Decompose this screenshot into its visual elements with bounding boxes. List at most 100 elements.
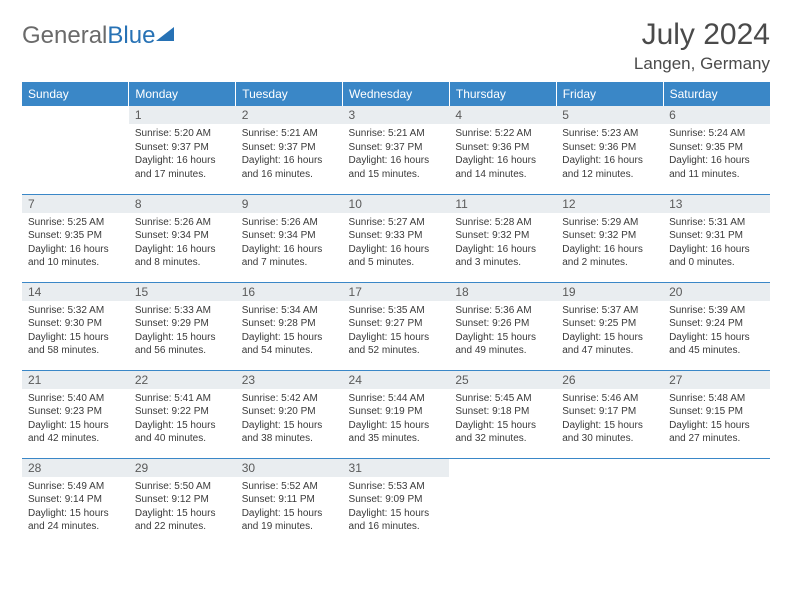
- calendar-cell: 24Sunrise: 5:44 AMSunset: 9:19 PMDayligh…: [343, 370, 450, 458]
- calendar-cell: 19Sunrise: 5:37 AMSunset: 9:25 PMDayligh…: [556, 282, 663, 370]
- calendar-cell: 9Sunrise: 5:26 AMSunset: 9:34 PMDaylight…: [236, 194, 343, 282]
- day-number: 21: [22, 371, 129, 389]
- day-details: Sunrise: 5:27 AMSunset: 9:33 PMDaylight:…: [343, 213, 450, 275]
- calendar-cell: 12Sunrise: 5:29 AMSunset: 9:32 PMDayligh…: [556, 194, 663, 282]
- calendar-cell: 10Sunrise: 5:27 AMSunset: 9:33 PMDayligh…: [343, 194, 450, 282]
- day-number: 2: [236, 106, 343, 124]
- calendar-cell: 4Sunrise: 5:22 AMSunset: 9:36 PMDaylight…: [449, 106, 556, 194]
- day-details: Sunrise: 5:46 AMSunset: 9:17 PMDaylight:…: [556, 389, 663, 451]
- day-details: Sunrise: 5:21 AMSunset: 9:37 PMDaylight:…: [343, 124, 450, 186]
- calendar-cell: 11Sunrise: 5:28 AMSunset: 9:32 PMDayligh…: [449, 194, 556, 282]
- day-number: 25: [449, 371, 556, 389]
- calendar-week-row: 1Sunrise: 5:20 AMSunset: 9:37 PMDaylight…: [22, 106, 770, 194]
- calendar-week-row: 28Sunrise: 5:49 AMSunset: 9:14 PMDayligh…: [22, 458, 770, 546]
- calendar-cell: 6Sunrise: 5:24 AMSunset: 9:35 PMDaylight…: [663, 106, 770, 194]
- day-details: Sunrise: 5:34 AMSunset: 9:28 PMDaylight:…: [236, 301, 343, 363]
- day-details: Sunrise: 5:37 AMSunset: 9:25 PMDaylight:…: [556, 301, 663, 363]
- day-number: 16: [236, 283, 343, 301]
- calendar-cell: 1Sunrise: 5:20 AMSunset: 9:37 PMDaylight…: [129, 106, 236, 194]
- calendar-week-row: 14Sunrise: 5:32 AMSunset: 9:30 PMDayligh…: [22, 282, 770, 370]
- day-details: Sunrise: 5:22 AMSunset: 9:36 PMDaylight:…: [449, 124, 556, 186]
- day-number: 7: [22, 195, 129, 213]
- calendar-cell: [449, 458, 556, 546]
- day-header: Monday: [129, 82, 236, 106]
- calendar-body: 1Sunrise: 5:20 AMSunset: 9:37 PMDaylight…: [22, 106, 770, 546]
- day-details: Sunrise: 5:28 AMSunset: 9:32 PMDaylight:…: [449, 213, 556, 275]
- day-details: Sunrise: 5:21 AMSunset: 9:37 PMDaylight:…: [236, 124, 343, 186]
- calendar-cell: 23Sunrise: 5:42 AMSunset: 9:20 PMDayligh…: [236, 370, 343, 458]
- day-details: Sunrise: 5:36 AMSunset: 9:26 PMDaylight:…: [449, 301, 556, 363]
- logo-text-2: Blue: [107, 22, 155, 50]
- day-number: 11: [449, 195, 556, 213]
- day-number: 18: [449, 283, 556, 301]
- day-number: 8: [129, 195, 236, 213]
- day-number: 22: [129, 371, 236, 389]
- day-number: 29: [129, 459, 236, 477]
- day-header: Sunday: [22, 82, 129, 106]
- logo-triangle-icon: [156, 27, 174, 41]
- day-details: Sunrise: 5:42 AMSunset: 9:20 PMDaylight:…: [236, 389, 343, 451]
- calendar-cell: 8Sunrise: 5:26 AMSunset: 9:34 PMDaylight…: [129, 194, 236, 282]
- day-number: 20: [663, 283, 770, 301]
- day-number: 26: [556, 371, 663, 389]
- day-number: 5: [556, 106, 663, 124]
- day-number: 9: [236, 195, 343, 213]
- day-number: 23: [236, 371, 343, 389]
- calendar-week-row: 7Sunrise: 5:25 AMSunset: 9:35 PMDaylight…: [22, 194, 770, 282]
- calendar-cell: [556, 458, 663, 546]
- day-details: Sunrise: 5:25 AMSunset: 9:35 PMDaylight:…: [22, 213, 129, 275]
- day-details: Sunrise: 5:20 AMSunset: 9:37 PMDaylight:…: [129, 124, 236, 186]
- calendar-cell: [663, 458, 770, 546]
- day-number: 4: [449, 106, 556, 124]
- day-details: Sunrise: 5:24 AMSunset: 9:35 PMDaylight:…: [663, 124, 770, 186]
- day-header: Friday: [556, 82, 663, 106]
- calendar-cell: 15Sunrise: 5:33 AMSunset: 9:29 PMDayligh…: [129, 282, 236, 370]
- calendar-table: SundayMondayTuesdayWednesdayThursdayFrid…: [22, 82, 770, 546]
- day-number: 6: [663, 106, 770, 124]
- day-number: 17: [343, 283, 450, 301]
- day-number: 13: [663, 195, 770, 213]
- calendar-cell: 22Sunrise: 5:41 AMSunset: 9:22 PMDayligh…: [129, 370, 236, 458]
- day-details: Sunrise: 5:41 AMSunset: 9:22 PMDaylight:…: [129, 389, 236, 451]
- calendar-cell: 31Sunrise: 5:53 AMSunset: 9:09 PMDayligh…: [343, 458, 450, 546]
- day-number: 1: [129, 106, 236, 124]
- day-header: Tuesday: [236, 82, 343, 106]
- day-number: 15: [129, 283, 236, 301]
- calendar-cell: 26Sunrise: 5:46 AMSunset: 9:17 PMDayligh…: [556, 370, 663, 458]
- day-number: 14: [22, 283, 129, 301]
- day-number: 27: [663, 371, 770, 389]
- calendar-week-row: 21Sunrise: 5:40 AMSunset: 9:23 PMDayligh…: [22, 370, 770, 458]
- day-details: Sunrise: 5:53 AMSunset: 9:09 PMDaylight:…: [343, 477, 450, 539]
- day-details: Sunrise: 5:33 AMSunset: 9:29 PMDaylight:…: [129, 301, 236, 363]
- calendar-cell: 14Sunrise: 5:32 AMSunset: 9:30 PMDayligh…: [22, 282, 129, 370]
- calendar-cell: 20Sunrise: 5:39 AMSunset: 9:24 PMDayligh…: [663, 282, 770, 370]
- header: GeneralBlue July 2024 Langen, Germany: [22, 18, 770, 74]
- day-number: 3: [343, 106, 450, 124]
- day-details: Sunrise: 5:49 AMSunset: 9:14 PMDaylight:…: [22, 477, 129, 539]
- calendar-cell: 29Sunrise: 5:50 AMSunset: 9:12 PMDayligh…: [129, 458, 236, 546]
- day-details: Sunrise: 5:40 AMSunset: 9:23 PMDaylight:…: [22, 389, 129, 451]
- day-details: Sunrise: 5:52 AMSunset: 9:11 PMDaylight:…: [236, 477, 343, 539]
- calendar-cell: 30Sunrise: 5:52 AMSunset: 9:11 PMDayligh…: [236, 458, 343, 546]
- title-block: July 2024 Langen, Germany: [634, 18, 770, 74]
- calendar-cell: 21Sunrise: 5:40 AMSunset: 9:23 PMDayligh…: [22, 370, 129, 458]
- calendar-cell: 25Sunrise: 5:45 AMSunset: 9:18 PMDayligh…: [449, 370, 556, 458]
- calendar-cell: 27Sunrise: 5:48 AMSunset: 9:15 PMDayligh…: [663, 370, 770, 458]
- calendar-cell: 2Sunrise: 5:21 AMSunset: 9:37 PMDaylight…: [236, 106, 343, 194]
- calendar-cell: 5Sunrise: 5:23 AMSunset: 9:36 PMDaylight…: [556, 106, 663, 194]
- month-title: July 2024: [634, 18, 770, 52]
- day-details: Sunrise: 5:44 AMSunset: 9:19 PMDaylight:…: [343, 389, 450, 451]
- day-number: 28: [22, 459, 129, 477]
- day-details: Sunrise: 5:29 AMSunset: 9:32 PMDaylight:…: [556, 213, 663, 275]
- calendar-cell: 28Sunrise: 5:49 AMSunset: 9:14 PMDayligh…: [22, 458, 129, 546]
- calendar-header-row: SundayMondayTuesdayWednesdayThursdayFrid…: [22, 82, 770, 106]
- calendar-cell: 7Sunrise: 5:25 AMSunset: 9:35 PMDaylight…: [22, 194, 129, 282]
- day-header: Saturday: [663, 82, 770, 106]
- day-details: Sunrise: 5:26 AMSunset: 9:34 PMDaylight:…: [129, 213, 236, 275]
- calendar-cell: 3Sunrise: 5:21 AMSunset: 9:37 PMDaylight…: [343, 106, 450, 194]
- day-number: 19: [556, 283, 663, 301]
- calendar-cell: 18Sunrise: 5:36 AMSunset: 9:26 PMDayligh…: [449, 282, 556, 370]
- day-details: Sunrise: 5:26 AMSunset: 9:34 PMDaylight:…: [236, 213, 343, 275]
- day-details: Sunrise: 5:45 AMSunset: 9:18 PMDaylight:…: [449, 389, 556, 451]
- day-details: Sunrise: 5:48 AMSunset: 9:15 PMDaylight:…: [663, 389, 770, 451]
